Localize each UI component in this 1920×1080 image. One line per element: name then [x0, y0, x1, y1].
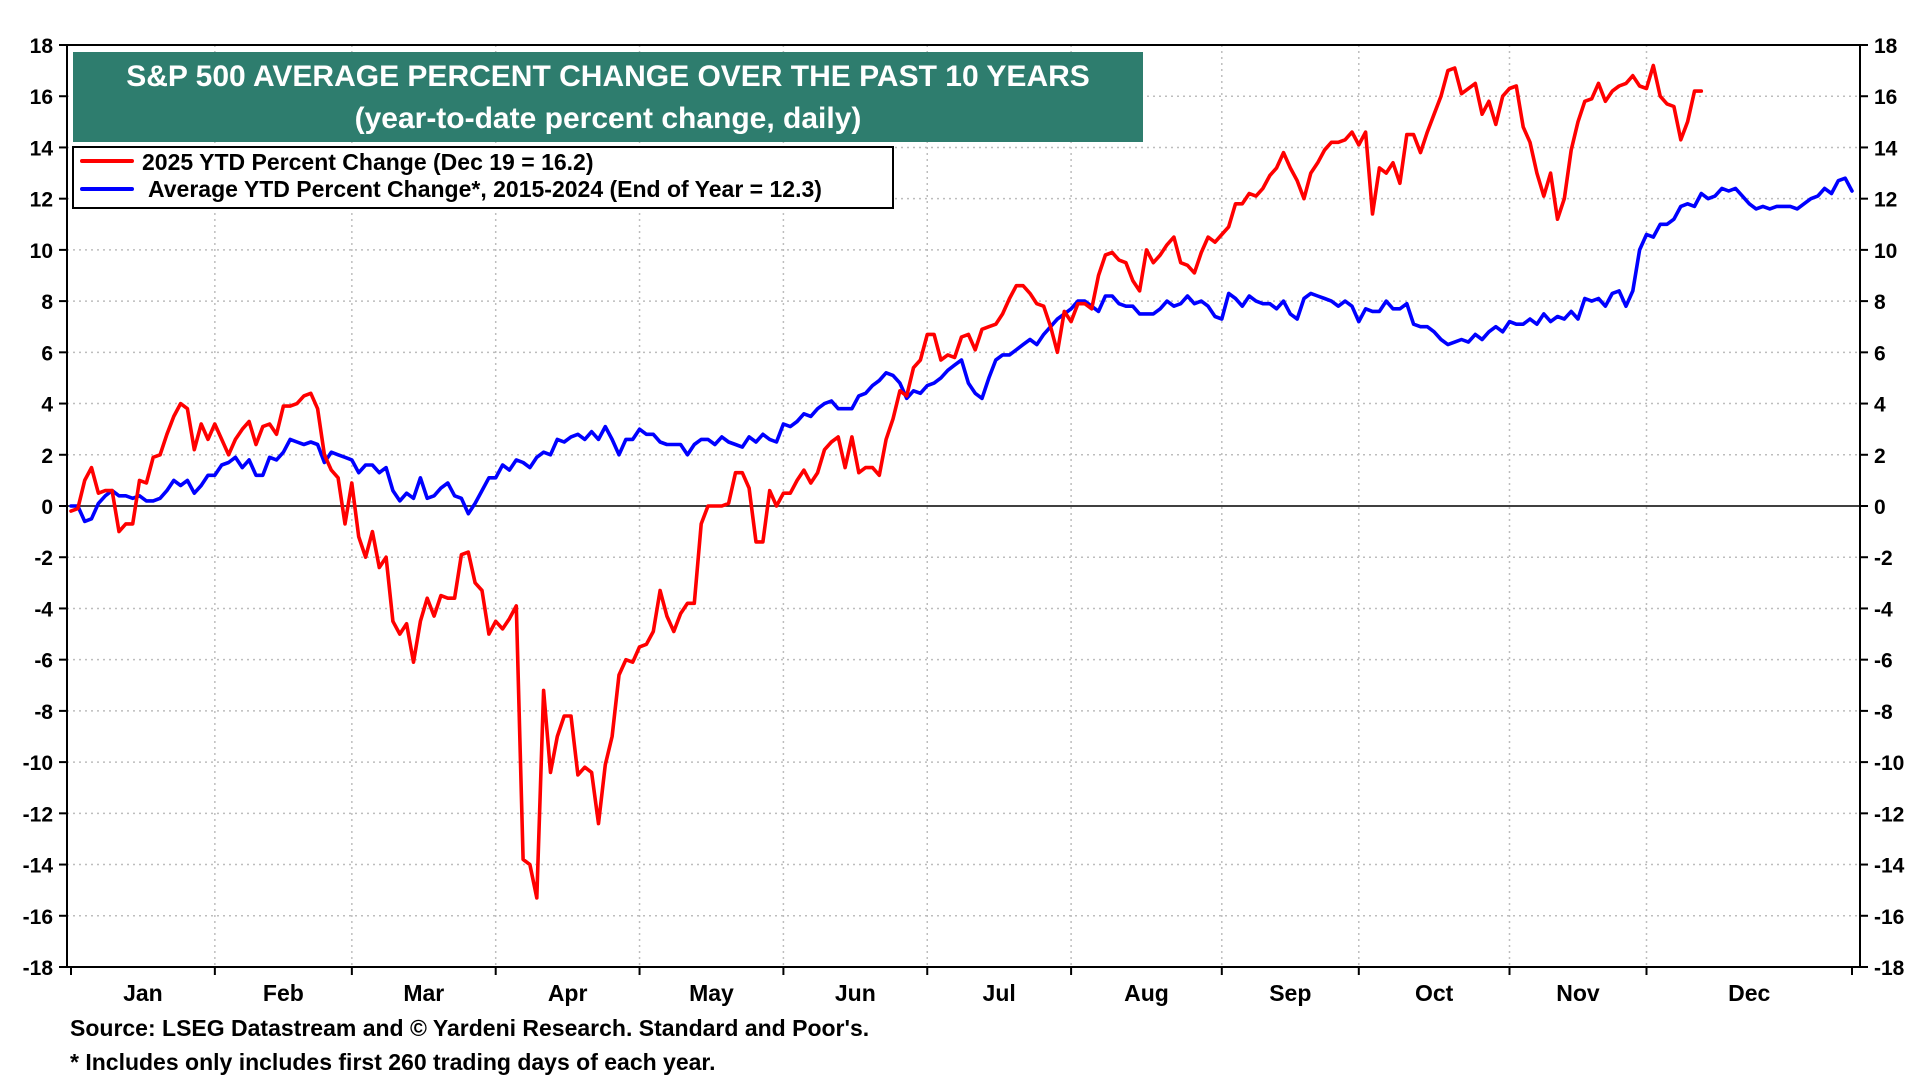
y-tick-label-right: -12: [1874, 803, 1904, 826]
legend: 2025 YTD Percent Change (Dec 19 = 16.2) …: [72, 146, 894, 209]
y-tick-label-right: 12: [1874, 189, 1897, 212]
chart-subtitle: (year-to-date percent change, daily): [355, 102, 862, 135]
y-tick-label-left: 2: [41, 445, 53, 468]
y-tick-label-right: 4: [1874, 394, 1886, 417]
x-tick-label-month: Apr: [548, 980, 588, 1006]
series-line-average: [69, 176, 1854, 524]
x-tick-label-month: Mar: [403, 980, 444, 1006]
y-tick-label-left: 16: [30, 86, 53, 109]
y-tick-label-left: 0: [41, 496, 53, 519]
y-tick-label-left: 14: [30, 137, 54, 160]
series-lines: [69, 63, 1854, 900]
y-tick-label-right: 8: [1874, 291, 1886, 314]
y-tick-label-left: -14: [23, 855, 54, 878]
y-tick-label-left: -16: [23, 906, 53, 929]
y-tick-label-right: 14: [1874, 137, 1898, 160]
y-tick-label-left: -8: [34, 701, 53, 724]
y-tick-label-left: -6: [34, 650, 53, 673]
y-tick-label-right: -2: [1874, 547, 1893, 570]
chart-title: S&P 500 AVERAGE PERCENT CHANGE OVER THE …: [126, 60, 1090, 93]
title-box: S&P 500 AVERAGE PERCENT CHANGE OVER THE …: [73, 52, 1143, 142]
source-note: Source: LSEG Datastream and © Yardeni Re…: [70, 1015, 870, 1041]
y-tick-label-left: -10: [23, 752, 53, 775]
x-tick-label-month: Sep: [1269, 980, 1311, 1006]
x-tick-label-month: Jul: [983, 980, 1016, 1006]
x-tick-label-month: Jan: [123, 980, 163, 1006]
legend-label-2025: 2025 YTD Percent Change (Dec 19 = 16.2): [142, 149, 594, 175]
y-tick-label-left: -2: [34, 547, 53, 570]
y-tick-label-left: 12: [30, 189, 53, 212]
y-tick-label-left: 10: [30, 240, 53, 263]
x-tick-label-month: Nov: [1556, 980, 1600, 1006]
y-tick-label-left: -4: [34, 598, 53, 621]
y-tick-label-left: 4: [41, 394, 53, 417]
y-tick-label-right: -18: [1874, 957, 1905, 980]
legend-box: [72, 146, 894, 209]
y-tick-label-right: -8: [1874, 701, 1893, 724]
y-tick-label-left: -12: [23, 803, 53, 826]
x-tick-label-month: Aug: [1124, 980, 1169, 1006]
x-tick-label-month: Feb: [263, 980, 304, 1006]
y-tick-label-right: 16: [1874, 86, 1897, 109]
y-tick-label-left: 18: [30, 35, 54, 58]
legend-label-average: Average YTD Percent Change*, 2015-2024 (…: [148, 176, 822, 202]
gridlines: [67, 45, 1860, 967]
y-tick-label-right: -6: [1874, 650, 1893, 673]
y-tick-label-right: 18: [1874, 35, 1898, 58]
y-tick-label-left: 8: [41, 291, 53, 314]
y-tick-label-right: 0: [1874, 496, 1886, 519]
y-tick-label-right: 10: [1874, 240, 1897, 263]
y-tick-label-right: 6: [1874, 342, 1886, 365]
title-background: [73, 52, 1143, 142]
x-tick-label-month: May: [689, 980, 734, 1006]
y-tick-label-right: -14: [1874, 855, 1905, 878]
series-line-2025: [69, 63, 1704, 900]
x-tick-label-month: Jun: [835, 980, 876, 1006]
y-tick-label-right: -16: [1874, 906, 1904, 929]
y-axis-right: -18 -16 -14 -12 -10 -8 -6 -4 -2 0 2 4 6 8 10 12 14 16 18: [1860, 35, 1905, 980]
y-tick-label-left: -18: [23, 957, 54, 980]
y-tick-label-left: 6: [41, 342, 53, 365]
y-tick-label-right: -10: [1874, 752, 1904, 775]
y-axis-left: -18 -16 -14 -12 -10 -8 -6 -4 -2 0 2 4 6 8 10 12 14 16 18: [23, 35, 67, 980]
y-tick-label-right: 2: [1874, 445, 1886, 468]
x-axis-months: Jan Feb Mar Apr May Jun Jul Aug Sep Oct Nov Dec: [70, 967, 1853, 1006]
y-tick-label-right: -4: [1874, 598, 1893, 621]
footnote-trading-days: * Includes only includes first 260 tradi…: [70, 1049, 716, 1075]
x-tick-label-month: Dec: [1728, 980, 1770, 1006]
x-tick-label-month: Oct: [1415, 980, 1454, 1006]
